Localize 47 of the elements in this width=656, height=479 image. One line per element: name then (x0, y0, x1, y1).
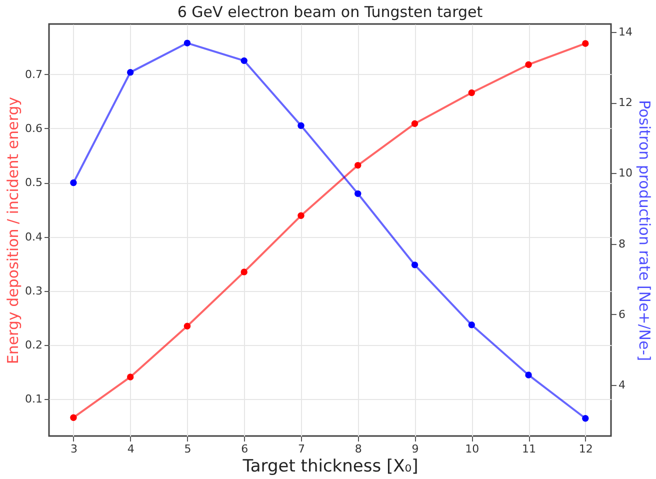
point (184, 322, 191, 330)
y2-tick-label: 10 (618, 166, 632, 180)
point (298, 122, 304, 129)
y-tick-label: 0.7 (25, 68, 42, 81)
y-axis-title: Energy deposition / incident energy (4, 96, 22, 364)
x-tick-label: 3 (70, 442, 78, 456)
y2-tick-label: 8 (618, 237, 626, 250)
x-tick-label: 10 (465, 442, 480, 456)
y2-tick-label: 6 (618, 308, 626, 321)
point (468, 89, 475, 96)
x-tick-label: 11 (522, 442, 536, 456)
point (70, 179, 77, 186)
point (126, 374, 134, 380)
y-tick-label: 0.1 (25, 392, 42, 406)
y2-tick-label: 4 (618, 378, 626, 392)
x-tick-label: 5 (184, 442, 192, 456)
y2-tick-label: 12 (618, 96, 632, 110)
point (525, 372, 532, 378)
point (468, 322, 475, 328)
x-tick-label: 9 (412, 442, 419, 456)
x-tick-label: 6 (241, 442, 248, 456)
point (411, 262, 418, 268)
x-tick-label: 8 (354, 442, 362, 456)
y2-tick-label: 14 (618, 26, 632, 39)
point (525, 61, 532, 68)
point (582, 40, 589, 47)
point (298, 212, 304, 219)
point (240, 57, 248, 64)
y-tick-label: 0.4 (25, 230, 42, 244)
point (411, 120, 418, 127)
point (240, 268, 248, 276)
point (126, 68, 134, 76)
point (582, 415, 589, 422)
chart-title: 6 GeV electron beam on Tungsten target (177, 3, 483, 21)
y2-axis-title: Positron production rate [Ne+/Ne-] (635, 100, 654, 362)
point (70, 414, 77, 421)
y-tick-label: 0.2 (25, 338, 42, 352)
x-tick-label: 4 (127, 442, 134, 456)
y-tick-label: 0.6 (25, 122, 42, 135)
x-tick-label: 12 (578, 442, 593, 456)
y-tick-label: 0.5 (25, 176, 42, 190)
point (184, 40, 191, 46)
point (354, 190, 362, 198)
x-axis-title: Target thickness [X₀] (242, 456, 418, 476)
y-tick-label: 0.3 (25, 284, 42, 298)
point (354, 162, 362, 169)
x-tick-label: 7 (298, 442, 305, 456)
